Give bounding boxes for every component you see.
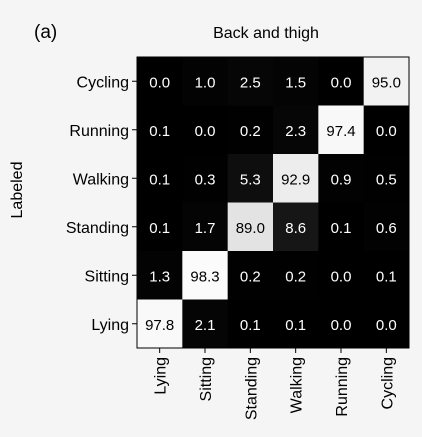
x-tick-label: Running: [334, 357, 351, 417]
heatmap-cell-label: 2.5: [240, 74, 261, 91]
heatmap-cell: [182, 251, 229, 300]
heatmap-cell-label: 1.5: [285, 74, 306, 91]
heatmap-cell: [318, 154, 365, 203]
y-tick-label: Lying: [91, 317, 129, 334]
heatmap-cell: [182, 202, 229, 252]
heatmap-cell-label: 0.1: [285, 317, 306, 334]
heatmap-cell-label: 0.2: [240, 123, 261, 140]
heatmap-cell: [227, 154, 274, 203]
heatmap-cell-label: 0.2: [285, 268, 306, 285]
heatmap-cell-label: 0.0: [331, 74, 352, 91]
heatmap-cell-label: 0.9: [331, 171, 352, 188]
heatmap-cell: [227, 251, 274, 300]
heatmap-cell: [137, 154, 183, 203]
heatmap-cell-label: 0.0: [331, 317, 352, 334]
heatmap-cell: [363, 299, 410, 349]
heatmap-cell: [273, 105, 319, 155]
heatmap-cell: [182, 57, 229, 106]
heatmap-cell: [318, 105, 365, 155]
heatmap-cell-label: 0.3: [195, 171, 216, 188]
heatmap-cell-label: 1.3: [149, 268, 170, 285]
heatmap-cell-label: 95.0: [372, 74, 401, 91]
heatmap-cell: [363, 154, 410, 203]
chart-title: Back and thigh: [213, 25, 319, 42]
x-tick-label: Lying: [153, 357, 170, 395]
heatmap-cell-label: 1.0: [195, 74, 216, 91]
heatmap-cell: [182, 299, 229, 349]
heatmap-cell: [227, 202, 274, 252]
heatmap-cell: [137, 202, 183, 252]
heatmap-cell-label: 0.0: [149, 74, 170, 91]
heatmap-cell-label: 0.1: [149, 220, 170, 237]
heatmap-cell-label: 2.1: [195, 317, 216, 334]
heatmap-cell: [273, 57, 319, 106]
x-tick-label: Standing: [243, 357, 260, 420]
heatmap-cell: [227, 57, 274, 106]
heatmap-cell-label: 8.6: [285, 220, 306, 237]
panel-label: (a): [34, 22, 57, 43]
heatmap-cell: [137, 105, 183, 155]
heatmap-cell-label: 0.6: [376, 220, 397, 237]
heatmap-cell: [137, 57, 183, 106]
heatmap-cell: [363, 57, 410, 106]
heatmap-cell-label: 0.1: [149, 171, 170, 188]
plot-frame: [136, 56, 410, 349]
heatmap-cell-label: 0.0: [195, 123, 216, 140]
heatmap-cell: [363, 251, 410, 300]
heatmap-cell: [273, 202, 319, 252]
heatmap-cell: [318, 299, 365, 349]
y-tick-label: Walking: [73, 171, 129, 188]
heatmap-cell: [227, 105, 274, 155]
y-axis-ticks: Cycling Running Walking Standing Sitting Lyin…: [66, 74, 137, 334]
heatmap-cell: [318, 202, 365, 252]
heatmap-cell: [363, 202, 410, 252]
x-axis-ticks: Lying Sitting Standing Walking Running Cyclin…: [153, 348, 396, 420]
y-tick-label: Running: [69, 123, 129, 140]
heatmap-cell: [363, 105, 410, 155]
heatmap-cell-label: 5.3: [240, 171, 261, 188]
heatmap-cell-label: 0.5: [376, 171, 397, 188]
heatmap-cell: [182, 154, 229, 203]
heatmap-cell-label: 97.4: [326, 123, 355, 140]
heatmap-cell-label: 0.1: [331, 220, 352, 237]
heatmap-cell-label: 92.9: [281, 171, 310, 188]
heatmap-cell-label: 98.3: [190, 268, 219, 285]
heatmap-cell: [273, 154, 319, 203]
heatmap-cell: [137, 299, 183, 349]
y-axis-title: Labeled: [9, 162, 26, 219]
heatmap-cell-label: 0.0: [331, 268, 352, 285]
heatmap-cell-label: 2.3: [285, 123, 306, 140]
heatmap-cell-label: 89.0: [236, 220, 265, 237]
x-tick-label: Sitting: [198, 357, 215, 401]
heatmap-cell-label: 0.0: [376, 317, 397, 334]
heatmap-cell-label: 0.2: [240, 268, 261, 285]
heatmap-cell: [137, 251, 183, 300]
y-tick-label: Cycling: [77, 74, 129, 91]
heatmap-cell: [273, 299, 319, 349]
heatmap-cell-label: 0.0: [376, 123, 397, 140]
y-tick-label: Sitting: [85, 268, 129, 285]
y-tick-label: Standing: [66, 220, 129, 237]
heatmap-cell-label: 97.8: [145, 317, 174, 334]
heatmap-cell: [318, 57, 365, 106]
heatmap-cells: [137, 57, 410, 349]
heatmap-cell: [273, 251, 319, 300]
heatmap-cell-label: 0.1: [240, 317, 261, 334]
x-tick-label: Walking: [289, 357, 306, 413]
heatmap-cell-label: 0.1: [376, 268, 397, 285]
heatmap-cell: [227, 299, 274, 349]
heatmap-cell: [182, 105, 229, 155]
heatmap-cell-labels: 0.0 1.0 2.5 1.5 0.0 95.0 0.1 0.0 0.2 2.3 97.4 0.0 0.…: [145, 74, 401, 334]
heatmap-cell-label: 0.1: [149, 123, 170, 140]
x-tick-label: Cycling: [379, 357, 396, 409]
heatmap-cell: [318, 251, 365, 300]
heatmap-cell-label: 1.7: [195, 220, 216, 237]
